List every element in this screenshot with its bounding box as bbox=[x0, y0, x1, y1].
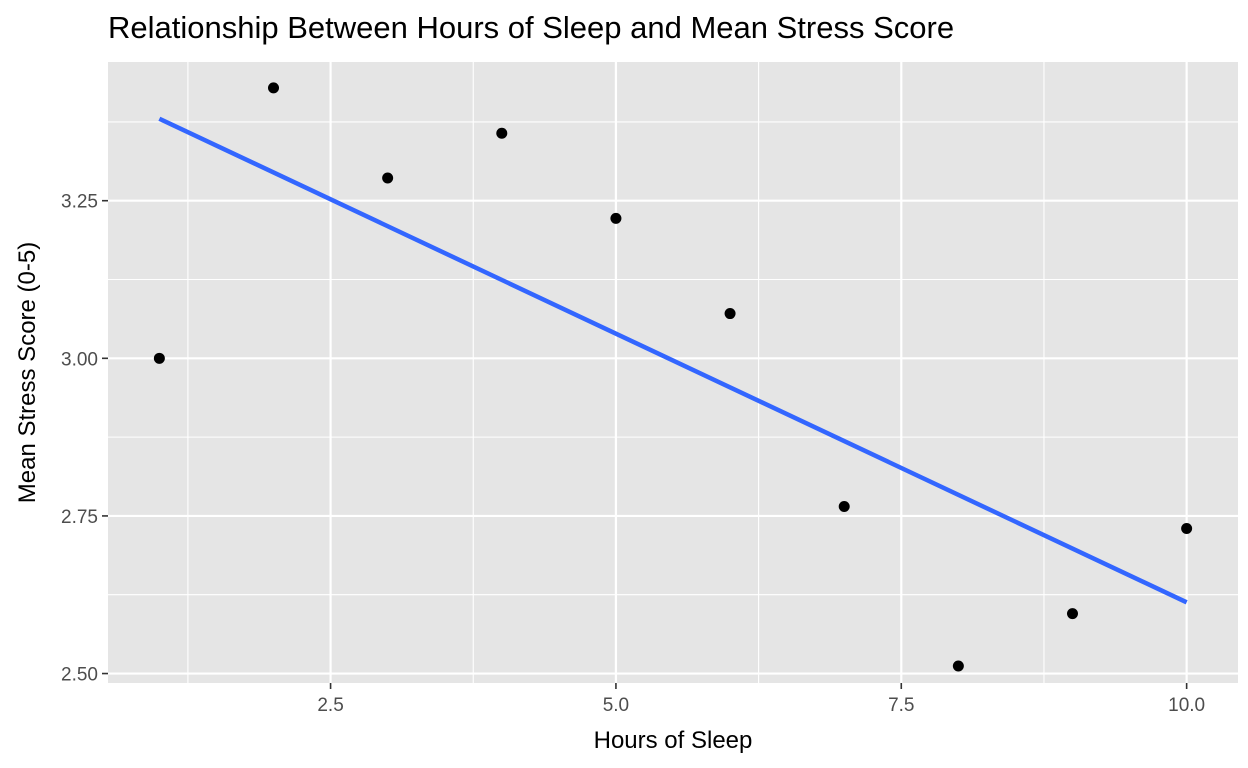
y-tick-label: 2.75 bbox=[61, 507, 98, 528]
x-tick-label: 2.5 bbox=[317, 695, 343, 716]
data-point bbox=[496, 127, 508, 139]
data-point bbox=[610, 212, 622, 224]
trend-line-group bbox=[158, 116, 1188, 605]
trend-line bbox=[158, 116, 1188, 605]
x-tick-label: 10.0 bbox=[1168, 695, 1205, 716]
data-point bbox=[153, 352, 165, 364]
x-axis-ticks: 2.5 5.0 7.5 10.0 bbox=[317, 683, 1205, 716]
y-axis-title: Mean Stress Score (0-5) bbox=[14, 242, 41, 503]
data-point bbox=[382, 172, 394, 184]
data-point bbox=[1066, 608, 1078, 620]
x-axis-title: Hours of Sleep bbox=[594, 727, 753, 754]
y-tick-label: 3.00 bbox=[61, 349, 98, 370]
data-point bbox=[838, 500, 850, 512]
y-axis-ticks: 2.50 2.75 3.00 3.25 bbox=[61, 192, 108, 686]
plot-panel bbox=[108, 62, 1238, 683]
data-point bbox=[268, 82, 280, 94]
data-point bbox=[724, 308, 736, 320]
data-point bbox=[1181, 523, 1193, 535]
x-tick-label: 7.5 bbox=[888, 695, 914, 716]
y-tick-label: 2.50 bbox=[61, 665, 98, 686]
y-tick-label: 3.25 bbox=[61, 192, 98, 213]
data-points bbox=[153, 82, 1193, 672]
minor-gridlines bbox=[108, 62, 1238, 683]
chart-title: Relationship Between Hours of Sleep and … bbox=[108, 10, 955, 45]
data-point bbox=[952, 660, 964, 672]
x-tick-label: 5.0 bbox=[603, 695, 629, 716]
